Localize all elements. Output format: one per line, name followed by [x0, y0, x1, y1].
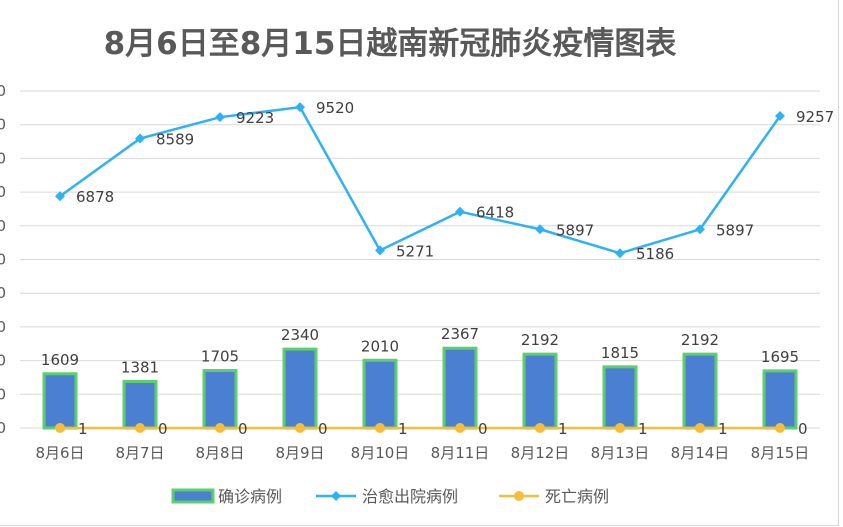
- marker-recovered: [455, 206, 465, 217]
- marker-deaths: [55, 422, 65, 433]
- bar: [602, 365, 638, 430]
- deaths-data-label: 1: [638, 420, 648, 438]
- deaths-data-label: 0: [238, 420, 248, 438]
- bar: [762, 369, 798, 430]
- marker-recovered: [295, 102, 305, 113]
- marker-recovered: [535, 224, 545, 235]
- marker-deaths: [775, 423, 785, 433]
- marker-recovered: [615, 248, 625, 259]
- marker-recovered: [55, 191, 65, 202]
- marker-recovered: [775, 111, 785, 122]
- bar-data-label: 2010: [361, 337, 399, 355]
- bar: [682, 352, 718, 430]
- deaths-data-label: 0: [158, 420, 168, 438]
- x-tick-label: 8月7日: [115, 444, 164, 462]
- bar: [202, 369, 238, 430]
- bar: [42, 372, 78, 430]
- y-tick-label: 8000: [0, 149, 6, 167]
- y-tick-label: 6000: [0, 217, 6, 235]
- marker-deaths: [615, 422, 625, 433]
- bar-data-label: 2367: [441, 325, 479, 343]
- y-tick-label: 9000: [0, 116, 6, 134]
- deaths-data-label: 1: [78, 420, 88, 438]
- recovered-data-label: 9257: [796, 108, 834, 126]
- recovered-data-label: 5897: [716, 221, 754, 239]
- marker-recovered: [375, 245, 385, 256]
- marker-deaths: [455, 423, 465, 433]
- marker-deaths: [135, 423, 145, 433]
- marker-recovered: [135, 133, 145, 144]
- marker-deaths: [695, 422, 705, 433]
- x-tick-label: 8月14日: [671, 444, 730, 462]
- recovered-data-label: 9520: [316, 99, 354, 117]
- x-tick-label: 8月12日: [511, 444, 570, 462]
- bar: [522, 352, 558, 430]
- bar-data-label: 2192: [681, 331, 719, 349]
- bar-data-label: 2340: [281, 326, 319, 344]
- line-recovered: [59, 105, 782, 255]
- y-tick-label: 7000: [0, 183, 6, 201]
- y-tick-label: 3000: [0, 318, 6, 336]
- y-tick-label: 4000: [0, 284, 6, 302]
- legend-label-confirmed: 确诊病例: [218, 487, 282, 506]
- bar-data-label: 1381: [121, 358, 159, 376]
- legend-label-recovered: 治愈出院病例: [362, 487, 458, 506]
- recovered-data-label: 9223: [236, 109, 274, 127]
- deaths-data-label: 1: [718, 420, 728, 438]
- recovered-data-label: 5897: [556, 221, 594, 239]
- deaths-data-label: 1: [558, 420, 568, 438]
- bar-data-label: 1705: [201, 348, 239, 366]
- x-tick-label: 8月9日: [275, 444, 324, 462]
- legend-marker-deaths: [514, 491, 524, 501]
- y-tick-label: 2000: [0, 352, 6, 370]
- recovered-data-label: 8589: [156, 131, 194, 149]
- x-tick-label: 8月6日: [35, 444, 84, 462]
- recovered-data-label: 6878: [76, 188, 114, 206]
- y-tick-label: 10000: [0, 82, 6, 100]
- legend-swatch-confirmed: [171, 488, 215, 504]
- deaths-data-label: 0: [798, 420, 808, 438]
- x-tick-label: 8月8日: [195, 444, 244, 462]
- bar-data-label: 1695: [761, 348, 799, 366]
- x-tick-label: 8月15日: [751, 444, 810, 462]
- recovered-data-label: 6418: [476, 204, 514, 222]
- marker-deaths: [375, 422, 385, 433]
- marker-deaths: [215, 423, 225, 433]
- marker-deaths: [535, 422, 545, 433]
- bar: [282, 347, 318, 430]
- bar-data-label: 2192: [521, 331, 559, 349]
- legend-marker-recovered: [331, 491, 341, 501]
- marker-recovered: [215, 112, 225, 123]
- bar: [362, 358, 398, 430]
- chart-title: 8月6日至8月15日越南新冠肺炎疫情图表: [103, 26, 677, 62]
- deaths-data-label: 0: [318, 420, 328, 438]
- x-tick-label: 8月11日: [431, 444, 490, 462]
- marker-recovered: [695, 224, 705, 235]
- bar: [122, 379, 158, 430]
- recovered-data-label: 5271: [396, 242, 434, 260]
- recovered-data-label: 5186: [636, 245, 674, 263]
- deaths-data-label: 1: [398, 420, 408, 438]
- x-tick-label: 8月13日: [591, 444, 650, 462]
- legend-label-deaths: 死亡病例: [545, 487, 609, 506]
- marker-deaths: [295, 423, 305, 433]
- y-tick-label: 0: [0, 419, 6, 437]
- bar-data-label: 1609: [41, 351, 79, 369]
- x-tick-label: 8月10日: [351, 444, 410, 462]
- y-tick-label: 5000: [0, 251, 6, 269]
- bar-data-label: 1815: [601, 344, 639, 362]
- deaths-data-label: 0: [478, 420, 488, 438]
- bar: [442, 346, 478, 430]
